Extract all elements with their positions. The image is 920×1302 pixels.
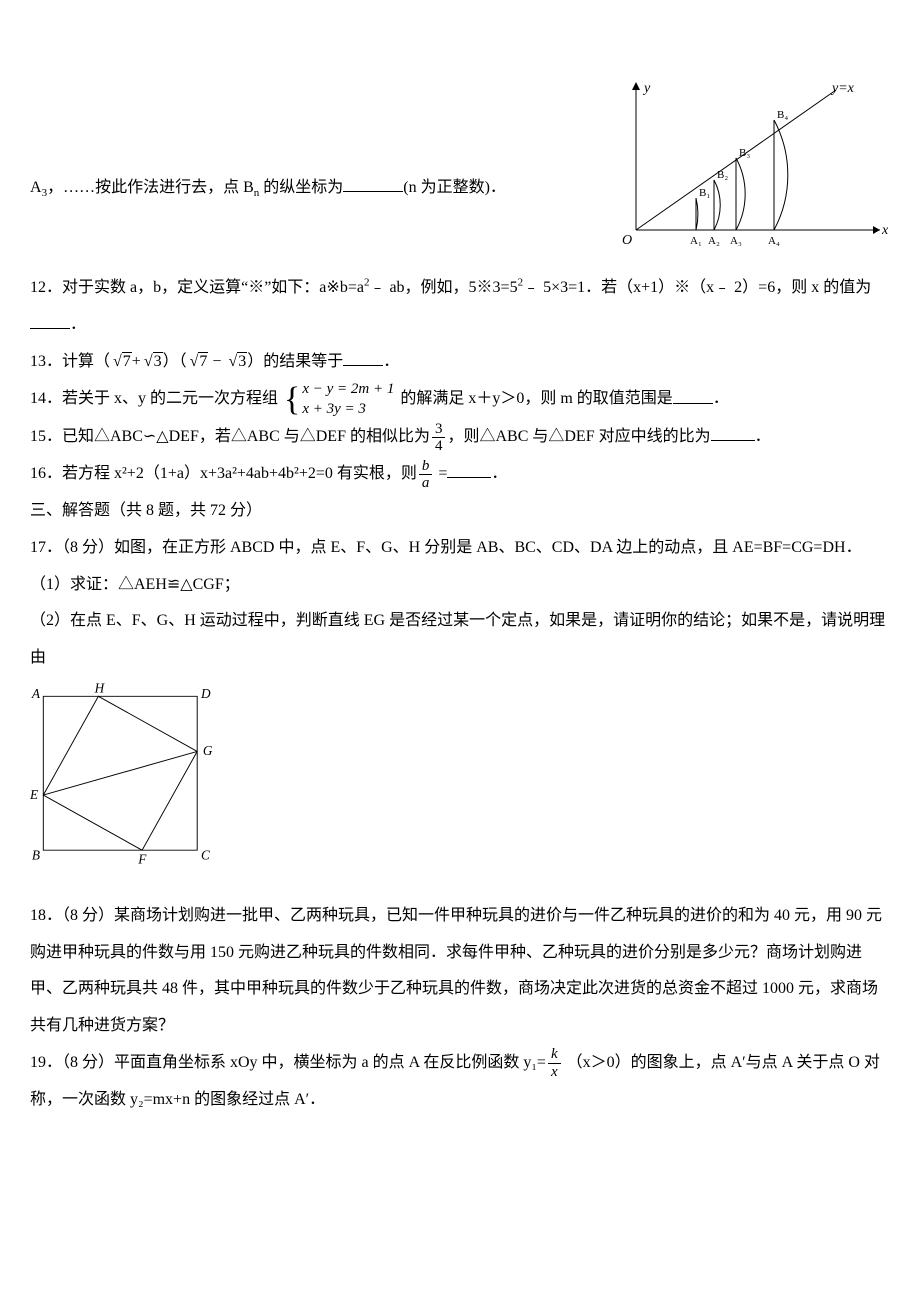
svg-text:B₄: B₄ xyxy=(777,109,788,121)
fraction-k-x: kx xyxy=(548,1046,561,1080)
question-18: 18．（8 分）某商场计划购进一批甲、乙两种玩具，已知一件甲种玩具的进价与一件乙… xyxy=(30,898,890,1045)
svg-text:B: B xyxy=(32,848,40,863)
q19-num: k xyxy=(548,1046,561,1063)
question-14: 14．若关于 x、y 的二元一次方程组 { x − y = 2m + 1 x +… xyxy=(30,380,890,419)
svg-text:F: F xyxy=(137,851,147,866)
sqrt-7-b: 7 xyxy=(187,344,209,381)
sqrt-3-b-val: 3 xyxy=(237,352,247,370)
question-12: 12．对于实数 a，b，定义运算“※”如下：a※b=a2﹣ ab，例如，5※3=… xyxy=(30,270,890,344)
q12-a: 12．对于实数 a，b，定义运算“※”如下：a※b=a xyxy=(30,279,364,296)
sqrt-7-b-val: 7 xyxy=(198,352,208,370)
question-16: 16．若方程 x²+2（1+a）x+3a²+4ab+4b²+2=0 有实根，则b… xyxy=(30,456,890,493)
section-3-heading: 三、解答题（共 8 题，共 72 分） xyxy=(30,493,890,530)
question-17-l1: 17．（8 分）如图，在正方形 ABCD 中，点 E、F、G、H 分别是 AB、… xyxy=(30,530,890,567)
q14-a: 14．若关于 x、y 的二元一次方程组 xyxy=(30,391,278,408)
question-17-l3: （2）在点 E、F、G、H 运动过程中，判断直线 EG 是否经过某一个定点，如果… xyxy=(30,603,890,677)
fraction-b-a: ba xyxy=(419,458,433,492)
q19-a: 19．（8 分）平面直角坐标系 xOy 中，横坐标为 a 的点 A 在反比例函数… xyxy=(30,1054,546,1071)
q12-b: ﹣ ab，例如，5※3=5 xyxy=(369,279,517,296)
q11-blank xyxy=(343,175,403,192)
q15-b: ，则△ABC 与△DEF 对应中线的比为 xyxy=(447,428,710,445)
svg-text:A₁: A₁ xyxy=(690,235,702,247)
left-brace-icon: { xyxy=(284,383,300,417)
question-11-text: A3，……按此作法进行去，点 Bn 的纵坐标为(n 为正整数)． xyxy=(30,80,590,207)
svg-text:y=x: y=x xyxy=(830,81,855,96)
svg-text:B₁: B₁ xyxy=(699,187,710,199)
sqrt-3-b: 3 xyxy=(225,344,247,381)
q14-c: ． xyxy=(713,391,729,408)
q13-d: ． xyxy=(383,353,399,370)
svg-text:A: A xyxy=(31,686,41,701)
q12-blank xyxy=(30,312,70,329)
svg-text:A₂: A₂ xyxy=(708,235,720,247)
svg-text:D: D xyxy=(200,686,211,701)
q16-den: a xyxy=(419,474,433,492)
q14-eq1: x − y = 2m + 1 xyxy=(302,380,394,400)
svg-text:B₂: B₂ xyxy=(717,169,728,181)
question-11: A3，……按此作法进行去，点 Bn 的纵坐标为(n 为正整数)． yxOy=xA… xyxy=(30,80,890,260)
fraction-3-4: 34 xyxy=(432,421,446,455)
svg-text:y: y xyxy=(642,81,651,96)
q16-blank xyxy=(447,461,491,478)
sqrt-3-a-val: 3 xyxy=(153,352,163,370)
q13-a: 13．计算（ xyxy=(30,353,110,370)
q11-tail2: (n 为正整数)． xyxy=(403,179,506,196)
sqrt-3-a: 3 xyxy=(141,344,163,381)
question-15: 15．已知△ABC∽△DEF，若△ABC 与△DEF 的相似比为34，则△ABC… xyxy=(30,419,890,456)
q13-b: ）（ xyxy=(163,353,187,370)
q14-b: 的解满足 x＋y＞0，则 m 的取值范围是 xyxy=(400,391,672,408)
svg-text:C: C xyxy=(201,848,210,863)
q15-blank xyxy=(711,424,755,441)
svg-text:A₄: A₄ xyxy=(768,235,780,247)
q13-blank xyxy=(343,349,383,366)
equation-system: { x − y = 2m + 1 x + 3y = 3 xyxy=(284,380,394,419)
q15-num: 3 xyxy=(432,421,446,438)
q15-den: 4 xyxy=(432,437,446,455)
q16-c: ． xyxy=(491,465,507,482)
q11-ell: ，……按此作法进行去，点 B xyxy=(47,179,254,196)
q11-figure: y x Oy=x A₁ B₁ A₂ B₂ A₃ B₃ A₄ B₄ xyxy=(590,80,890,260)
q14-blank xyxy=(673,387,713,404)
q11-prefix: A xyxy=(30,179,42,196)
q17-figure: A D B C H E F G xyxy=(30,683,220,873)
sqrt-7-a: 7 xyxy=(110,344,132,381)
svg-text:G: G xyxy=(203,743,213,758)
q12-c: ﹣ 5×3=1．若（x+1）※（x﹣ 2）=6，则 x 的值为 xyxy=(523,279,871,296)
q16-num: b xyxy=(419,458,433,475)
q16-a: 16．若方程 x²+2（1+a）x+3a²+4ab+4b²+2=0 有实根，则 xyxy=(30,465,417,482)
q15-c: ． xyxy=(755,428,771,445)
q13-minus: − xyxy=(208,353,225,370)
svg-text:E: E xyxy=(30,787,38,802)
q16-b: = xyxy=(434,465,447,482)
q12-d: ． xyxy=(70,316,86,333)
question-13: 13．计算（7+3）（7 − 3）的结果等于． xyxy=(30,344,890,381)
q19-den: x xyxy=(548,1063,561,1081)
question-19: 19．（8 分）平面直角坐标系 xOy 中，横坐标为 a 的点 A 在反比例函数… xyxy=(30,1045,890,1119)
svg-text:H: H xyxy=(94,683,106,696)
q14-eq2: x + 3y = 3 xyxy=(302,400,394,420)
question-17-l2: （1）求证：△AEH≌△CGF； xyxy=(30,567,890,604)
sqrt-7-a-val: 7 xyxy=(122,352,132,370)
svg-text:O: O xyxy=(622,233,632,248)
q15-a: 15．已知△ABC∽△DEF，若△ABC 与△DEF 的相似比为 xyxy=(30,428,430,445)
q13-plus: + xyxy=(132,353,141,370)
q11-tail1: 的纵坐标为 xyxy=(259,179,343,196)
svg-text:B₃: B₃ xyxy=(739,147,750,159)
svg-text:x: x xyxy=(881,223,889,238)
q13-c: ）的结果等于 xyxy=(247,353,343,370)
svg-text:A₃: A₃ xyxy=(730,235,742,247)
